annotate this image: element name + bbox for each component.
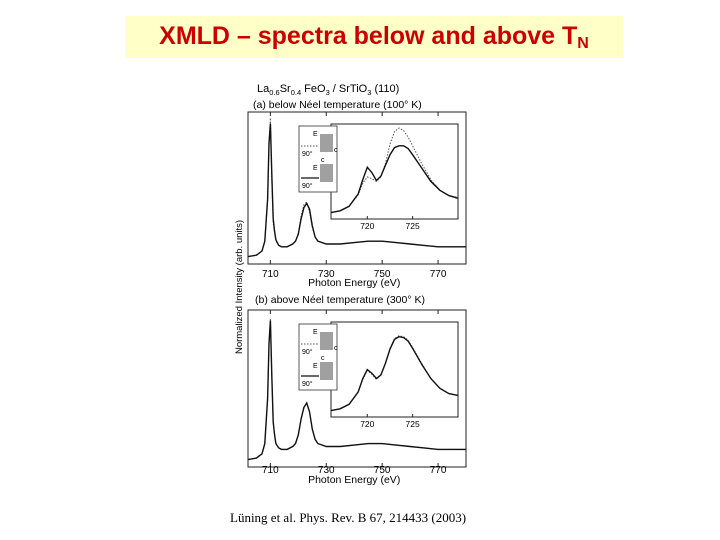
- figure-header-part: FeO: [301, 83, 326, 95]
- figure-header-part: La: [257, 83, 270, 95]
- citation: Lüning et al. Phys. Rev. B 67, 214433 (2…: [230, 510, 467, 525]
- inset-spectrum-line-solid: [330, 145, 459, 214]
- x-tick-label: 710: [262, 465, 279, 476]
- panel-b-title: (b) above Néel temperature (300° K): [255, 294, 425, 306]
- angle-label: 90°: [302, 380, 313, 388]
- inset-tick-label: 725: [406, 221, 420, 231]
- x-tick-label: 730: [318, 269, 335, 280]
- x-tick-label: 770: [430, 465, 447, 476]
- spectrum-line-solid: [247, 123, 466, 258]
- figure-header-part: 0.6: [269, 88, 279, 97]
- y-axis-label: Normalized Intensity (arb. units): [234, 220, 245, 354]
- slide-title: XMLD – spectra below and above TN: [125, 22, 623, 53]
- c-axis-label: c: [321, 157, 325, 164]
- sample-slab-icon: [320, 134, 333, 152]
- e-vector-label: E: [313, 329, 318, 336]
- angle-label: 90°: [302, 150, 313, 158]
- inset-tick-label: 720: [360, 419, 374, 429]
- slide-title-main: XMLD – spectra below and above T: [159, 22, 578, 50]
- inset-spectrum-line-solid: [330, 335, 459, 412]
- x-tick-label: 710: [262, 269, 279, 280]
- sample-slab-icon: [320, 332, 333, 350]
- e-vector-label: E: [313, 363, 318, 370]
- figure-header-part: 3: [367, 88, 371, 97]
- figure-header-part: (110): [371, 83, 399, 95]
- x-tick-label: 750: [374, 269, 391, 280]
- sample-slab-icon: [320, 362, 333, 380]
- x-axis-label: Photon Energy (eV): [308, 474, 400, 486]
- spectrum-line-solid: [247, 320, 466, 461]
- e-vector-label: E: [313, 165, 318, 172]
- figure-header: La0.6Sr0.4 FeO3 / SrTiO3 (110): [257, 83, 399, 97]
- c-axis-label: c: [334, 147, 338, 154]
- e-vector-label: E: [313, 131, 318, 138]
- x-tick-label: 770: [430, 269, 447, 280]
- panel-a-title: (a) below Néel temperature (100° K): [253, 99, 422, 111]
- plot-frame: [247, 111, 467, 265]
- angle-label: 90°: [302, 182, 313, 190]
- c-axis-label: c: [334, 345, 338, 352]
- figure-header-part: Sr: [280, 83, 291, 95]
- angle-label: 90°: [302, 348, 313, 356]
- plot-frame: [247, 309, 467, 468]
- figure-header-part: 3: [326, 88, 330, 97]
- slide-title-subscript: N: [577, 35, 589, 52]
- x-tick-label: 750: [374, 465, 391, 476]
- title-banner: XMLD – spectra below and above TN: [125, 16, 623, 58]
- sample-slab-icon: [320, 164, 333, 182]
- figure-header-part: / SrTiO: [330, 83, 368, 95]
- inset-tick-label: 720: [360, 221, 374, 231]
- xmld-figure: Normalized Intensity (arb. units) La0.6S…: [228, 72, 480, 507]
- x-tick-label: 730: [318, 465, 335, 476]
- x-axis-label: Photon Energy (eV): [308, 277, 400, 289]
- xmld-spectra-plot: Normalized Intensity (arb. units) La0.6S…: [234, 83, 467, 486]
- figure-header-part: 0.4: [291, 88, 301, 97]
- c-axis-label: c: [321, 355, 325, 362]
- inset-tick-label: 725: [406, 419, 420, 429]
